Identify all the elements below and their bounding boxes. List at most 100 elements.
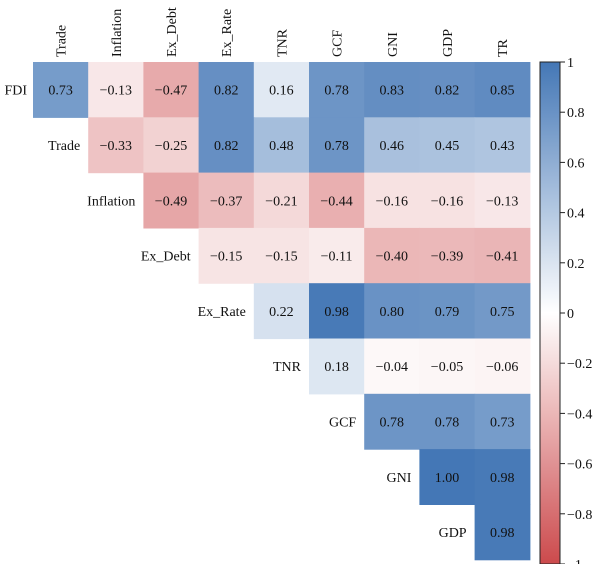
cell-value-label: 0.73 — [48, 84, 73, 99]
cell-value-label: 0.80 — [380, 305, 405, 320]
cell-value-label: 0.98 — [490, 526, 515, 541]
heatmap-cell — [474, 283, 531, 340]
heatmap-cell — [88, 62, 144, 118]
heatmap-cell — [474, 117, 531, 174]
heatmap-cell — [419, 227, 476, 284]
cell-value-label: −0.37 — [210, 194, 242, 209]
heatmap-cell — [419, 172, 476, 229]
heatmap-cell — [364, 283, 420, 340]
row-label-gdp: GDP — [439, 526, 467, 541]
cell-value-label: −0.44 — [320, 194, 352, 209]
heatmap-cell — [419, 449, 476, 505]
colorbar-tick-label: 0.6 — [567, 156, 585, 171]
heatmap-cell — [364, 172, 420, 229]
heatmap-cell — [474, 227, 531, 284]
heatmap-cell — [88, 117, 144, 174]
cell-value-label: −0.13 — [100, 84, 132, 99]
row-label-gni: GNI — [387, 471, 412, 486]
colorbar-tick-label: 0 — [567, 307, 574, 322]
colorbar-tick-label: −0.8 — [567, 508, 592, 523]
heatmap-cell — [474, 449, 531, 505]
colorbar-tick-label: 0.4 — [567, 207, 585, 222]
col-label-tnr: TNR — [275, 28, 290, 57]
cell-value-label: 0.43 — [490, 139, 515, 154]
heatmap-cell — [364, 117, 420, 174]
cell-value-label: −0.16 — [431, 194, 463, 209]
heatmap-cell — [419, 338, 476, 395]
cell-value-label: −0.39 — [431, 250, 463, 265]
colorbar: 1 0.8 0.6 0.4 0.2 0 −0.2 −0.4 −0.6 −0.8 −1 — [539, 56, 592, 564]
cell-value-label: −0.06 — [486, 360, 518, 375]
heatmap-cell — [474, 504, 531, 561]
heatmap-cell — [309, 117, 365, 174]
heatmap-cell — [198, 227, 255, 284]
cell-value-label: 0.73 — [490, 415, 515, 430]
column-labels: Trade Inflation Ex_Debt Ex_Rate TNR GCF GNI GDP… — [55, 7, 512, 57]
colorbar-tick-label: 0.2 — [567, 257, 585, 272]
heatmap-cell — [364, 227, 420, 284]
heatmap-cell — [474, 172, 531, 229]
row-label-tnr: TNR — [273, 360, 302, 375]
cell-value-label: −0.40 — [376, 250, 408, 265]
col-label-gdp: GDP — [441, 29, 456, 57]
heatmap-cell — [419, 62, 476, 118]
col-label-tr: TR — [496, 38, 511, 57]
col-label-ex-debt: Ex_Debt — [165, 7, 180, 57]
cell-value-label: −0.25 — [155, 139, 187, 154]
colorbar-tick-label: 0.8 — [567, 106, 585, 121]
heatmap-cell — [198, 62, 255, 118]
cell-value-label: 0.75 — [490, 305, 515, 320]
row-label-trade: Trade — [48, 139, 80, 154]
cell-value-label: 0.78 — [435, 415, 460, 430]
heatmap-cell — [33, 62, 89, 118]
cell-value-label: −0.16 — [376, 194, 408, 209]
cell-value-label: 0.45 — [435, 139, 460, 154]
cell-value-label: −0.11 — [321, 250, 353, 265]
row-label-inflation: Inflation — [87, 194, 135, 209]
cell-value-label: 0.85 — [490, 84, 515, 99]
heatmap-cell — [419, 283, 476, 340]
heatmap-cell — [198, 117, 255, 174]
cell-value-label: 0.82 — [435, 84, 460, 99]
col-label-ex-rate: Ex_Rate — [220, 9, 235, 57]
cell-value-label: −0.49 — [155, 194, 187, 209]
heatmap-cell — [253, 117, 310, 174]
heatmap-cell — [419, 117, 476, 174]
col-label-gcf: GCF — [331, 30, 346, 57]
heatmap-cell — [309, 338, 365, 395]
colorbar-tick-label: −0.2 — [567, 357, 592, 372]
heatmap-cell — [253, 62, 310, 118]
cell-value-label: 0.48 — [269, 139, 294, 154]
heatmap-cell — [309, 62, 365, 118]
heatmap-cell — [474, 62, 531, 118]
heatmap-cell — [309, 283, 365, 340]
col-label-trade: Trade — [55, 25, 70, 57]
row-label-gcf: GCF — [329, 415, 356, 430]
heatmap-cell — [419, 393, 476, 450]
heatmap-cell — [253, 283, 310, 340]
cell-value-label: −0.05 — [431, 360, 463, 375]
heatmap-cell — [309, 227, 365, 284]
colorbar-tick-label: 1 — [567, 56, 574, 71]
cell-value-label: 1.00 — [435, 471, 460, 486]
colorbar-tick-label: −1 — [567, 558, 582, 564]
heatmap-cell — [253, 172, 310, 229]
cell-value-label: 0.18 — [324, 360, 349, 375]
cell-value-label: −0.15 — [265, 250, 297, 265]
cell-value-label: −0.13 — [486, 194, 518, 209]
cell-value-label: −0.04 — [376, 360, 408, 375]
cell-value-label: 0.82 — [214, 139, 239, 154]
heatmap-cell — [474, 393, 531, 450]
row-label-fdi: FDI — [4, 84, 27, 99]
heatmap-cell — [474, 338, 531, 395]
cell-value-label: 0.22 — [269, 305, 294, 320]
cell-value-label: −0.47 — [155, 84, 187, 99]
cell-value-label: 0.82 — [214, 84, 239, 99]
col-label-inflation: Inflation — [110, 9, 125, 57]
cell-value-label: −0.21 — [265, 194, 297, 209]
heatmap-cell — [143, 62, 200, 118]
cell-value-label: 0.78 — [324, 84, 349, 99]
colorbar-gradient — [539, 61, 561, 564]
heatmap-cell — [309, 172, 365, 229]
